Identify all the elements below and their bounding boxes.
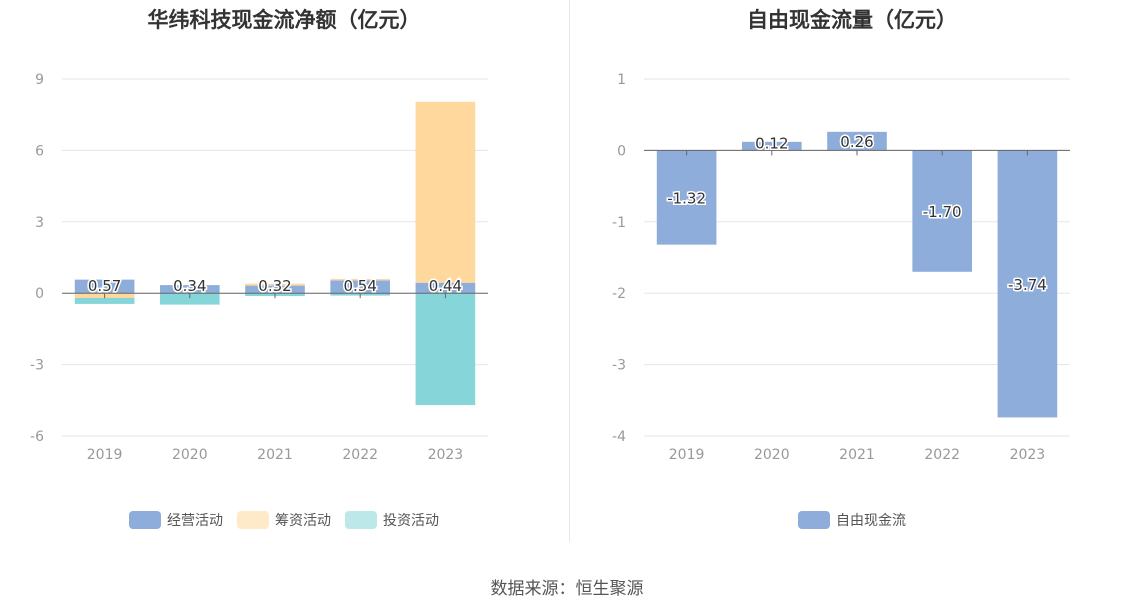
data-label: 0.44 (429, 277, 462, 295)
bar (997, 150, 1058, 418)
x-tick-label: 2021 (257, 447, 293, 463)
x-tick-label: 2023 (1010, 447, 1046, 463)
legend-label: 自由现金流 (836, 513, 906, 529)
bar (330, 280, 391, 294)
bar (245, 283, 305, 286)
bar (415, 282, 476, 294)
bar (74, 297, 135, 304)
x-tick-label: 2022 (342, 447, 378, 463)
y-tick-label: -2 (612, 286, 626, 302)
legend-swatch (345, 511, 377, 529)
bar (330, 278, 391, 281)
panel-divider (569, 0, 570, 542)
legend-item[interactable]: 经营活动 (129, 510, 223, 530)
data-label: 0.34 (173, 277, 206, 295)
y-tick-label: 1 (617, 72, 626, 88)
free-cashflow-chart: 自由现金流量（亿元） 1 0 -1 -2 -3 -4 2019 2020 2021 2022 202… (570, 0, 1134, 560)
cashflow-net-chart: 华纬科技现金流净额（亿元） 9 6 3 0 -3 -6 2019 2020 2021 2022 20… (0, 0, 568, 560)
x-tick-label: 2022 (924, 447, 960, 463)
data-label: -3.74 (1008, 276, 1047, 294)
legend-label: 经营活动 (167, 513, 223, 529)
legend-swatch (129, 511, 161, 529)
legend-swatch (237, 511, 269, 529)
data-source: 数据来源：恒生聚源 (490, 579, 644, 599)
bar (827, 131, 887, 151)
data-label: -1.32 (667, 190, 706, 208)
data-label: 0.57 (88, 277, 121, 295)
legend-item[interactable]: 投资活动 (345, 510, 439, 530)
data-label: 0.26 (840, 133, 873, 151)
cashflow-net-plot: 9 6 3 0 -3 -6 2019 2020 2021 2022 2023 0.57 0.34 0.32… (30, 72, 488, 463)
legend: 自由现金流 (570, 510, 1134, 530)
legend-label: 筹资活动 (275, 513, 331, 529)
y-tick-label: 0 (617, 143, 626, 159)
legend-label: 投资活动 (383, 513, 439, 529)
bar (912, 150, 973, 272)
free-cashflow-plot: 1 0 -1 -2 -3 -4 2019 2020 2021 2022 2023 -1.32 0.12 0… (612, 72, 1070, 463)
bar (741, 141, 802, 151)
x-tick-label: 2021 (839, 447, 875, 463)
bar (74, 279, 135, 294)
y-tick-label: 3 (35, 215, 44, 231)
y-tick-label: -3 (30, 358, 44, 374)
y-tick-label: -1 (612, 215, 626, 231)
bar (656, 150, 717, 245)
bar (415, 101, 476, 283)
chart-title: 自由现金流量（亿元） (747, 8, 957, 32)
data-label: -1.70 (923, 203, 962, 221)
bar (159, 293, 220, 305)
y-tick-label: 0 (35, 286, 44, 302)
x-tick-label: 2019 (669, 447, 705, 463)
bar (159, 285, 220, 294)
x-tick-label: 2020 (172, 447, 208, 463)
legend: 经营活动 筹资活动 投资活动 (0, 510, 568, 530)
x-tick-label: 2020 (754, 447, 790, 463)
y-tick-label: -4 (612, 429, 626, 445)
y-tick-label: -6 (30, 429, 44, 445)
bar (415, 293, 476, 406)
bar (245, 285, 305, 294)
data-label: 0.32 (258, 277, 291, 295)
y-tick-label: -3 (612, 358, 626, 374)
x-tick-label: 2019 (87, 447, 123, 463)
data-label: 0.54 (343, 277, 376, 295)
data-label: 0.12 (755, 134, 788, 152)
legend-item[interactable]: 自由现金流 (798, 510, 906, 530)
y-tick-label: 6 (35, 143, 44, 159)
y-tick-label: 9 (35, 72, 44, 88)
chart-title: 华纬科技现金流净额（亿元） (147, 8, 421, 32)
legend-swatch (798, 511, 830, 529)
x-tick-label: 2023 (428, 447, 464, 463)
legend-item[interactable]: 筹资活动 (237, 510, 331, 530)
